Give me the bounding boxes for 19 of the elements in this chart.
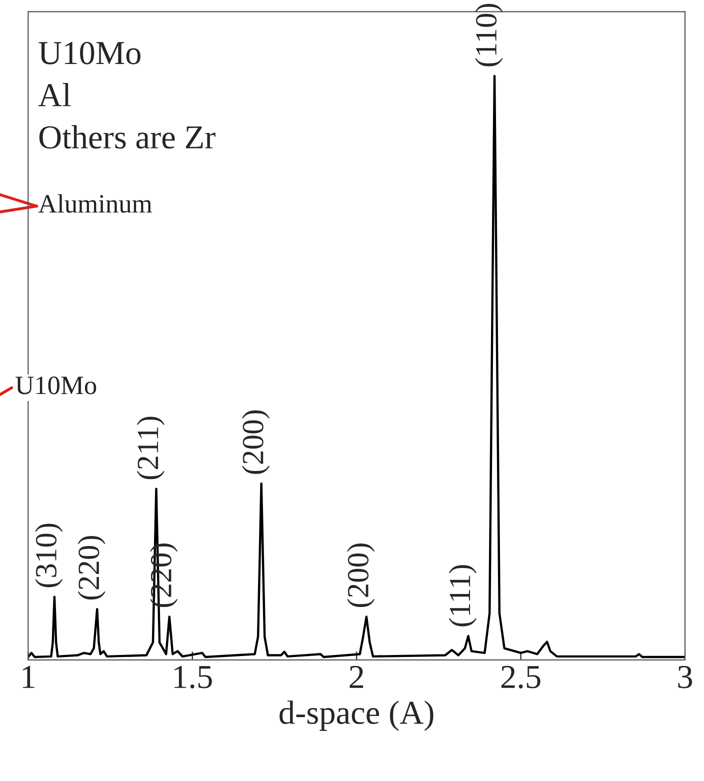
annotation: (111) — [448, 565, 477, 626]
x-axis-title: d-space (A) — [280, 700, 434, 731]
annotation: (310) — [35, 524, 63, 588]
x-tick-label: 2 — [350, 666, 364, 688]
annotation: (220) — [78, 536, 106, 600]
annotation: Aluminum — [38, 194, 152, 213]
annotation: U10Mo — [16, 376, 96, 394]
x-tick-label: 3 — [678, 666, 692, 688]
text: U10Mo — [38, 42, 140, 64]
annotation: Al — [38, 83, 71, 106]
x-tick-label: 1 — [22, 666, 34, 688]
x-tick-label: 1.5 — [174, 666, 212, 688]
annotation: (211) — [136, 416, 165, 480]
annotation: (200) — [242, 410, 270, 474]
annotation: Others are Zr — [39, 125, 216, 149]
x-tick-label: 2.5 — [501, 666, 540, 688]
annotation: (200) — [347, 544, 375, 608]
annotation: (220) — [150, 544, 178, 608]
annotation: (110) — [475, 4, 503, 66]
